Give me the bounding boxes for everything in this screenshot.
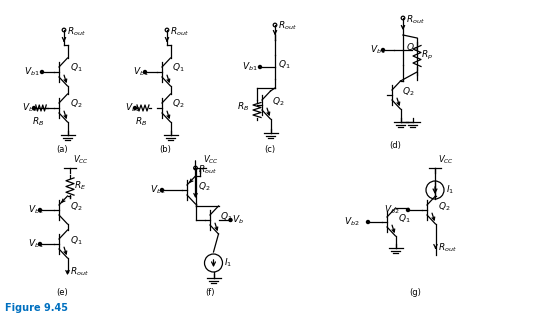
Text: $R_{out}$: $R_{out}$ [278,19,297,32]
Circle shape [160,188,164,192]
Text: $Q_2$: $Q_2$ [69,201,82,213]
Circle shape [40,71,44,73]
Text: Figure 9.45: Figure 9.45 [5,303,68,313]
Text: $Q_2$: $Q_2$ [403,86,415,98]
Circle shape [133,106,137,110]
Text: $V_{b1}$: $V_{b1}$ [133,66,149,78]
Circle shape [32,106,36,110]
Text: $R_{out}$: $R_{out}$ [170,26,189,38]
Circle shape [366,220,370,224]
Text: $R_B$: $R_B$ [135,115,147,128]
Circle shape [229,219,232,221]
Text: $V_{b1}$: $V_{b1}$ [242,61,258,73]
Text: (b): (b) [159,145,171,154]
Text: $V_{b1}$: $V_{b1}$ [24,66,39,78]
Text: (a): (a) [56,145,68,154]
Text: $R_{out}$: $R_{out}$ [406,13,425,26]
Text: $I_1$: $I_1$ [446,184,454,196]
Text: $V_{b1}$: $V_{b1}$ [28,238,44,250]
Text: $Q_2$: $Q_2$ [438,201,450,213]
Text: (c): (c) [264,145,276,154]
Text: (d): (d) [389,141,401,150]
Text: $V_{CC}$: $V_{CC}$ [203,153,219,166]
Circle shape [381,49,385,51]
Text: (g): (g) [409,288,421,297]
Text: $Q_2$: $Q_2$ [197,181,210,193]
Text: $R_E$: $R_E$ [74,180,86,192]
Text: $Q_1$: $Q_1$ [69,235,82,247]
Text: $R_{out}$: $R_{out}$ [439,241,457,254]
Circle shape [38,209,42,211]
Text: $V_{b2}$: $V_{b2}$ [28,204,44,216]
Text: $I_1$: $I_1$ [224,257,232,269]
Text: $Q_1$: $Q_1$ [69,62,82,74]
Circle shape [406,209,410,211]
Text: $R_p$: $R_p$ [421,49,433,61]
Text: $Q_2$: $Q_2$ [69,98,82,110]
Text: $R_B$: $R_B$ [237,101,249,113]
Text: $V_b$: $V_b$ [232,214,245,226]
Text: $Q_1$: $Q_1$ [278,59,290,71]
Text: $R_{out}$: $R_{out}$ [199,163,217,175]
Text: $Q_2$: $Q_2$ [272,96,285,108]
Text: $V_{b2}$: $V_{b2}$ [150,184,166,196]
Text: $V_{CC}$: $V_{CC}$ [73,153,89,166]
Text: (f): (f) [205,288,215,297]
Text: $Q_1$: $Q_1$ [398,213,410,225]
Text: (e): (e) [56,288,68,297]
Text: $V_{b2}$: $V_{b2}$ [345,216,360,228]
Circle shape [259,66,261,68]
Text: $V_{b2}$: $V_{b2}$ [385,204,400,216]
Text: $R_{out}$: $R_{out}$ [67,26,86,38]
Text: $R_{out}$: $R_{out}$ [71,265,89,278]
Text: $V_{b2}$: $V_{b2}$ [22,102,38,114]
Text: $Q_1$: $Q_1$ [172,62,185,74]
Circle shape [38,243,42,245]
Circle shape [143,71,147,73]
Text: $V_{CC}$: $V_{CC}$ [438,153,454,166]
Text: $Q_2$: $Q_2$ [172,98,185,110]
Text: $Q_1$: $Q_1$ [220,211,233,223]
Text: $V_{b2}$: $V_{b2}$ [125,102,141,114]
Text: $R_B$: $R_B$ [32,115,44,128]
Text: $V_{b1}$: $V_{b1}$ [370,44,386,56]
Text: $Q_1$: $Q_1$ [406,42,418,54]
